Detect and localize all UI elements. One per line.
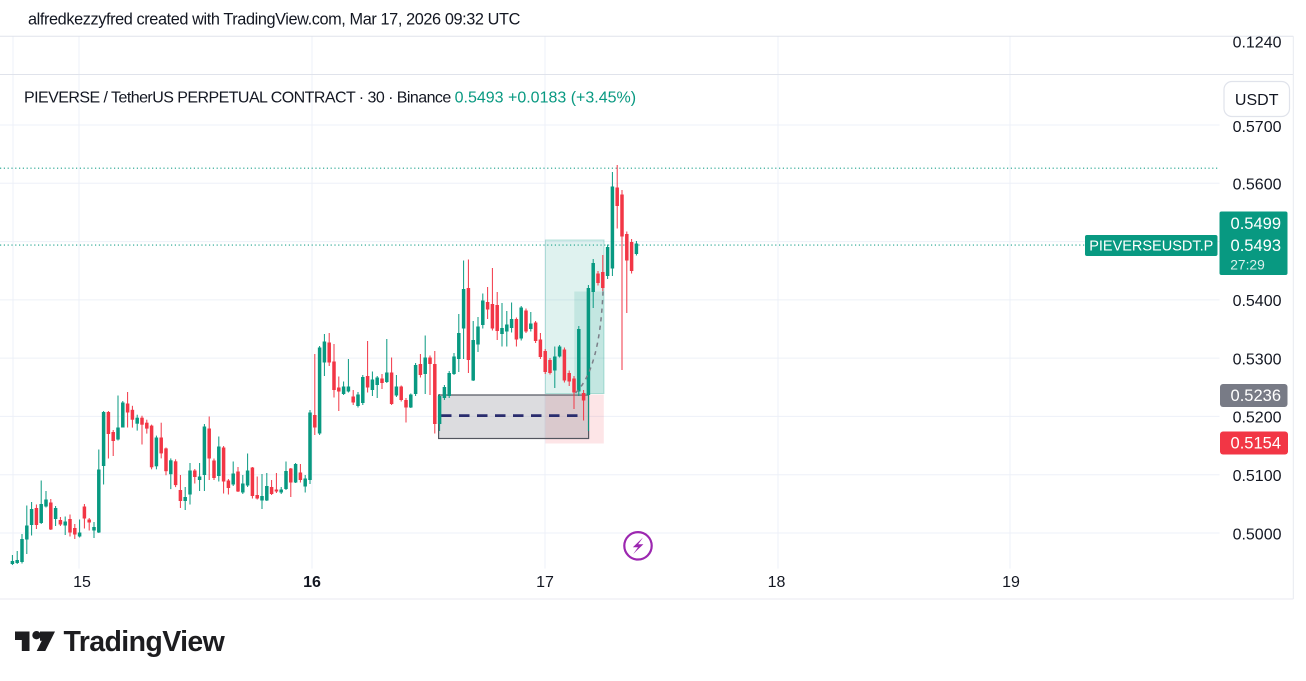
svg-text:16: 16	[303, 574, 321, 591]
svg-text:18: 18	[768, 574, 786, 591]
svg-text:alfredkezzyfred created with T: alfredkezzyfred created with TradingView…	[28, 10, 521, 28]
svg-text:0.5236: 0.5236	[1231, 387, 1281, 405]
svg-text:0.5100: 0.5100	[1233, 468, 1282, 485]
svg-text:0.5499: 0.5499	[1231, 215, 1281, 233]
svg-text:0.1240: 0.1240	[1233, 34, 1282, 51]
svg-text:0.5700: 0.5700	[1233, 119, 1282, 136]
svg-text:0.5600: 0.5600	[1233, 177, 1282, 194]
svg-text:0.5000: 0.5000	[1233, 526, 1282, 543]
svg-text:TradingView: TradingView	[64, 626, 226, 658]
svg-text:19: 19	[1002, 574, 1020, 591]
svg-text:PIEVERSE / TetherUS PERPETUAL: PIEVERSE / TetherUS PERPETUAL CONTRACT ·…	[24, 90, 636, 107]
svg-text:USDT: USDT	[1235, 92, 1279, 109]
svg-text:0.5493: 0.5493	[1231, 237, 1281, 255]
svg-text:17: 17	[536, 574, 554, 591]
svg-text:0.5200: 0.5200	[1233, 410, 1282, 427]
svg-text:27:29: 27:29	[1230, 258, 1265, 273]
svg-text:PIEVERSEUSDT.P: PIEVERSEUSDT.P	[1089, 239, 1213, 255]
svg-text:0.5400: 0.5400	[1233, 293, 1282, 310]
svg-text:15: 15	[73, 574, 91, 591]
svg-text:0.5300: 0.5300	[1233, 351, 1282, 368]
svg-text:0.5154: 0.5154	[1231, 435, 1281, 453]
